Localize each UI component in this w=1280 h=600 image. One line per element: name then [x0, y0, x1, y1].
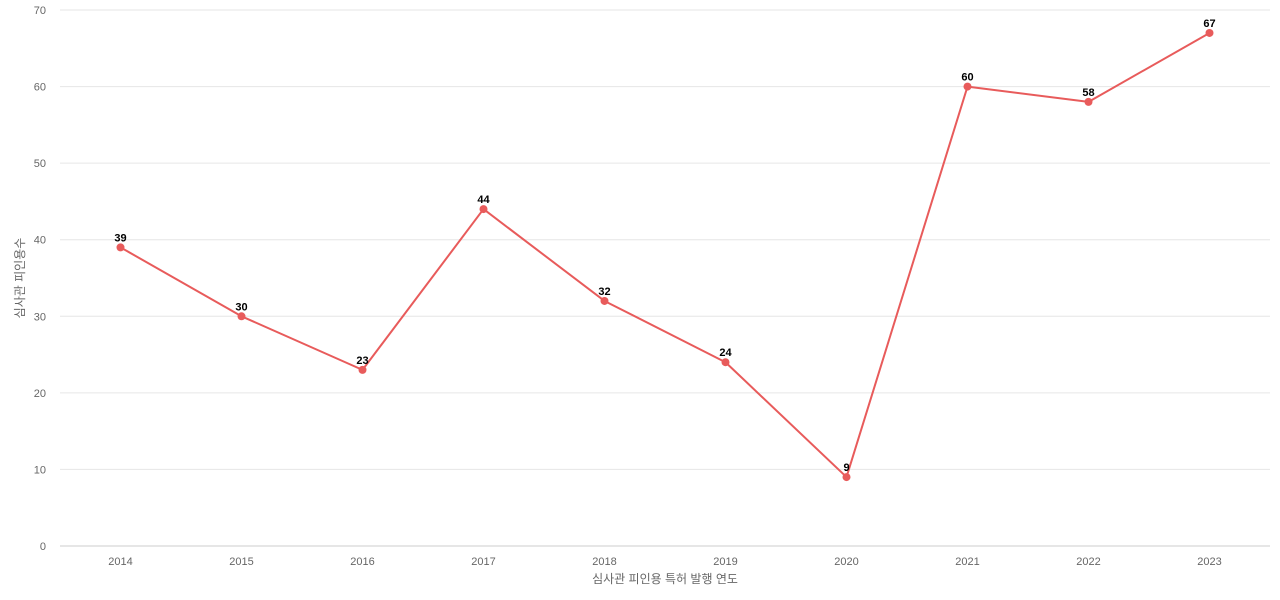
x-tick-label: 2014 [108, 556, 132, 568]
data-point [842, 473, 851, 482]
data-point [963, 82, 972, 91]
data-point [1084, 97, 1093, 106]
data-label: 30 [235, 301, 247, 313]
y-tick-label: 30 [34, 311, 46, 323]
data-point [358, 365, 367, 374]
y-tick-label: 10 [34, 464, 46, 476]
y-axis-ticks: 0 10 20 30 40 50 60 70 [34, 5, 46, 553]
y-tick-label: 50 [34, 158, 46, 170]
data-label: 44 [477, 194, 490, 206]
data-label: 39 [114, 232, 126, 244]
x-tick-label: 2015 [229, 556, 253, 568]
data-label: 67 [1203, 18, 1215, 30]
data-label: 58 [1082, 87, 1094, 99]
x-tick-label: 2023 [1197, 556, 1221, 568]
x-tick-label: 2019 [713, 556, 737, 568]
data-label: 24 [719, 347, 732, 359]
y-tick-label: 20 [34, 388, 46, 400]
y-tick-label: 0 [40, 541, 46, 553]
y-tick-label: 60 [34, 82, 46, 94]
x-axis-title: 심사관 피인용 특허 발행 연도 [592, 571, 738, 586]
data-point [479, 205, 488, 214]
data-label: 9 [843, 462, 849, 474]
x-tick-label: 2017 [471, 556, 495, 568]
data-label: 60 [961, 72, 973, 84]
data-point [237, 312, 246, 321]
data-point [1205, 28, 1214, 37]
gridlines [60, 9, 1270, 547]
x-tick-label: 2018 [592, 556, 616, 568]
series-line [120, 32, 1210, 479]
data-point [721, 358, 730, 367]
data-point [600, 296, 609, 305]
data-points [116, 28, 1214, 482]
data-label: 32 [598, 286, 610, 298]
x-tick-label: 2020 [834, 556, 858, 568]
y-tick-label: 70 [34, 5, 46, 17]
x-tick-label: 2016 [350, 556, 374, 568]
x-axis-ticks: 2014 2015 2016 2017 2018 2019 2020 2021 2022 2023 [108, 556, 1221, 568]
x-tick-label: 2022 [1076, 556, 1100, 568]
y-axis-title: 심사관 피인용수 [13, 238, 27, 319]
y-tick-label: 40 [34, 235, 46, 247]
data-label: 23 [356, 355, 368, 367]
series [120, 32, 1210, 479]
x-tick-label: 2021 [955, 556, 979, 568]
data-labels: 39 30 23 44 32 24 9 60 58 67 [114, 18, 1215, 474]
data-point [116, 243, 125, 252]
